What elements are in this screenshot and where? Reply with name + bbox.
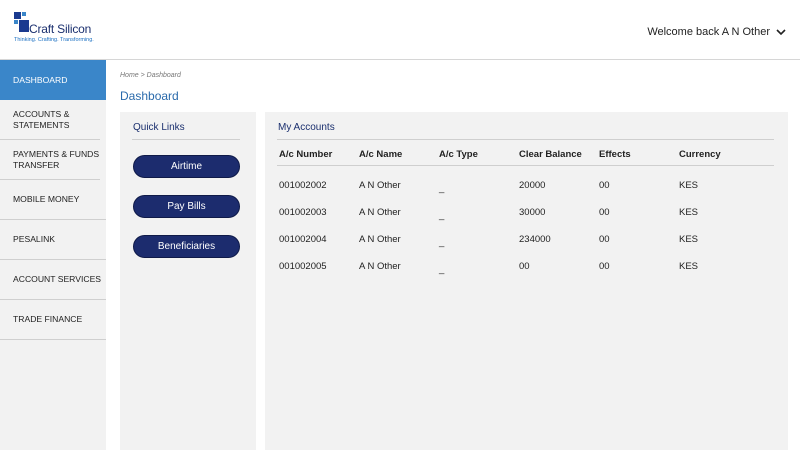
sidebar-item-accounts-statements[interactable]: ACCOUNTS & STATEMENTS bbox=[0, 100, 100, 140]
craft-silicon-logo[interactable]: Craft Silicon Thinking. Crafting. Transf… bbox=[12, 10, 112, 50]
table-row[interactable]: 001002005 A N Other _ 00 00 KES bbox=[265, 261, 788, 275]
account-name: A N Other bbox=[359, 207, 401, 218]
effects: 00 bbox=[599, 180, 610, 191]
sidebar: DASHBOARD ACCOUNTS & STATEMENTS PAYMENTS… bbox=[0, 60, 106, 450]
account-name: A N Other bbox=[359, 261, 401, 272]
welcome-text: Welcome back A N Other bbox=[647, 26, 770, 38]
table-row[interactable]: 001002003 A N Other _ 30000 00 KES bbox=[265, 207, 788, 221]
currency: KES bbox=[679, 207, 699, 218]
breadcrumb[interactable]: Home > Dashboard bbox=[120, 72, 181, 79]
sidebar-item-payments-funds-transfer[interactable]: PAYMENTS & FUNDS TRANSFER bbox=[0, 140, 100, 180]
logo-tagline: Thinking. Crafting. Transforming. bbox=[14, 37, 94, 43]
account-type: _ bbox=[439, 183, 445, 194]
currency: KES bbox=[679, 234, 699, 245]
sidebar-item-account-services[interactable]: ACCOUNT SERVICES bbox=[0, 260, 106, 300]
sidebar-item-dashboard[interactable]: DASHBOARD bbox=[0, 60, 106, 100]
effects: 00 bbox=[599, 261, 610, 272]
column-header-account-name: A/c Name bbox=[359, 149, 403, 160]
top-bar: Craft Silicon Thinking. Crafting. Transf… bbox=[0, 0, 800, 60]
sidebar-item-trade-finance[interactable]: TRADE FINANCE bbox=[0, 300, 106, 340]
account-type: _ bbox=[439, 237, 445, 248]
currency: KES bbox=[679, 261, 699, 272]
account-number[interactable]: 001002005 bbox=[279, 261, 327, 272]
account-number[interactable]: 001002004 bbox=[279, 234, 327, 245]
column-header-currency: Currency bbox=[679, 149, 721, 160]
account-name: A N Other bbox=[359, 234, 401, 245]
quick-links-title: Quick Links bbox=[133, 122, 185, 133]
account-number[interactable]: 001002003 bbox=[279, 207, 327, 218]
account-name: A N Other bbox=[359, 180, 401, 191]
chevron-down-icon bbox=[776, 29, 786, 36]
account-type: _ bbox=[439, 264, 445, 275]
logo-mark-icon bbox=[14, 12, 38, 34]
my-accounts-title: My Accounts bbox=[278, 122, 335, 133]
clear-balance: 234000 bbox=[519, 234, 551, 245]
column-header-account-type: A/c Type bbox=[439, 149, 478, 160]
currency: KES bbox=[679, 180, 699, 191]
beneficiaries-button[interactable]: Beneficiaries bbox=[133, 235, 240, 258]
user-menu[interactable]: Welcome back A N Other bbox=[647, 26, 786, 38]
account-number[interactable]: 001002002 bbox=[279, 180, 327, 191]
pay-bills-button[interactable]: Pay Bills bbox=[133, 195, 240, 218]
column-header-clear-balance: Clear Balance bbox=[519, 149, 582, 160]
effects: 00 bbox=[599, 207, 610, 218]
sidebar-item-mobile-money[interactable]: MOBILE MONEY bbox=[0, 180, 106, 220]
account-type: _ bbox=[439, 210, 445, 221]
clear-balance: 20000 bbox=[519, 180, 546, 191]
divider bbox=[277, 139, 774, 140]
airtime-button[interactable]: Airtime bbox=[133, 155, 240, 178]
table-row[interactable]: 001002002 A N Other _ 20000 00 KES bbox=[265, 180, 788, 194]
clear-balance: 30000 bbox=[519, 207, 546, 218]
divider bbox=[277, 165, 774, 166]
quick-links-panel: Quick Links Airtime Pay Bills Beneficiar… bbox=[120, 112, 256, 450]
column-header-effects: Effects bbox=[599, 149, 631, 160]
page-title: Dashboard bbox=[120, 89, 179, 103]
sidebar-item-pesalink[interactable]: PESALINK bbox=[0, 220, 106, 260]
divider bbox=[132, 139, 240, 140]
effects: 00 bbox=[599, 234, 610, 245]
clear-balance: 00 bbox=[519, 261, 530, 272]
my-accounts-panel: My Accounts A/c Number A/c Name A/c Type… bbox=[265, 112, 788, 450]
table-row[interactable]: 001002004 A N Other _ 234000 00 KES bbox=[265, 234, 788, 248]
column-header-account-number: A/c Number bbox=[279, 149, 333, 160]
logo-name: Craft Silicon bbox=[29, 22, 92, 36]
